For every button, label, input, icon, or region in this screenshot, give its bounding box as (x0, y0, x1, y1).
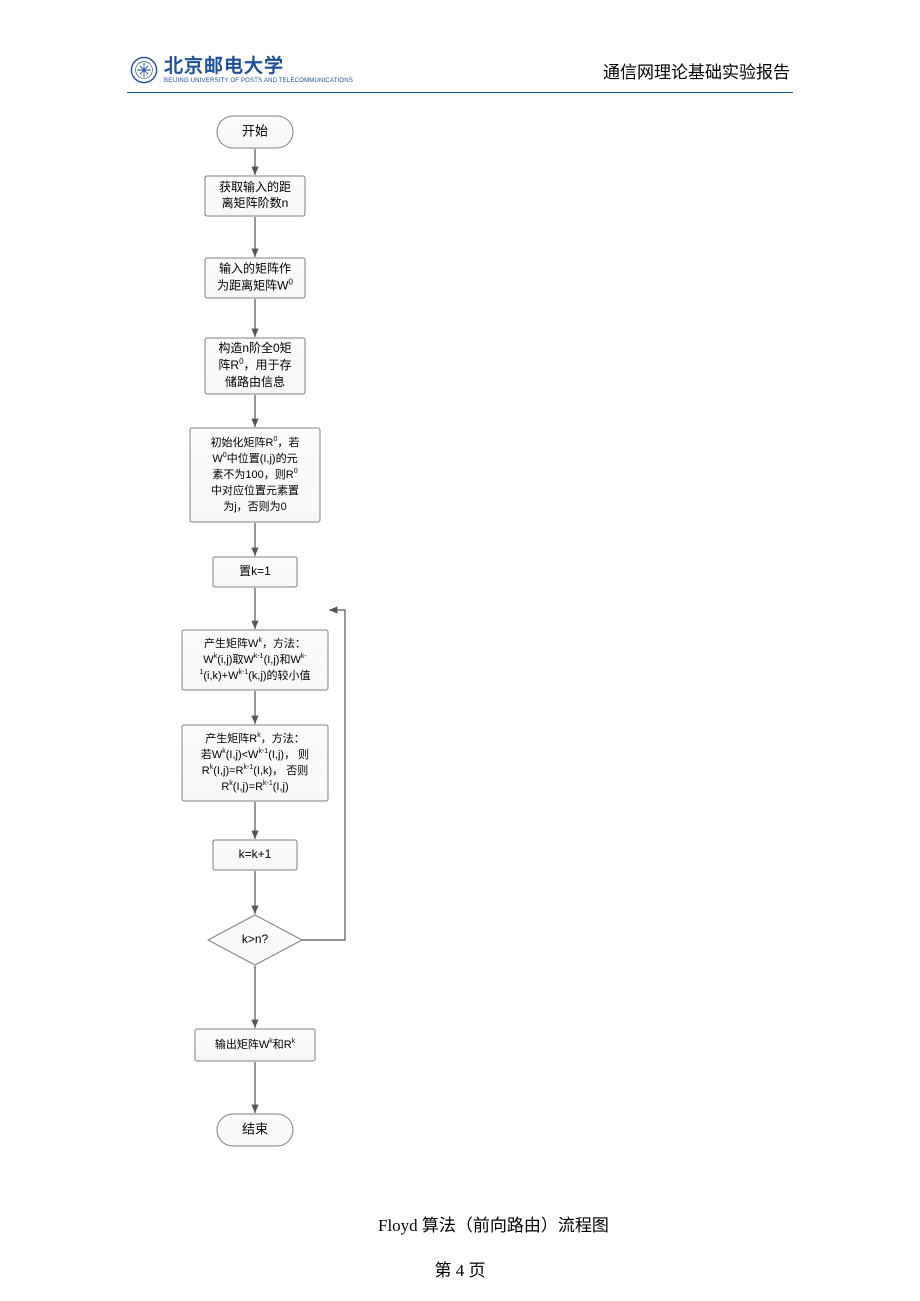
svg-text:初始化矩阵R0，若: 初始化矩阵R0，若 (211, 435, 300, 449)
node-kpp: k=k+1 (213, 840, 297, 870)
header-rule (127, 92, 793, 93)
page-number: 第 4 页 (0, 1256, 920, 1281)
svg-text:k>n?: k>n? (242, 932, 269, 946)
node-init_r0: 初始化矩阵R0，若W0中位置(I,j)的元素不为100，则R0中对应位置元素置为… (190, 428, 320, 522)
svg-text:置k=1: 置k=1 (239, 564, 271, 578)
svg-text:离矩阵阶数n: 离矩阵阶数n (222, 195, 289, 210)
node-wk: 产生矩阵Wk，方法：Wk(i,j)取Wk-1(I,j)和Wk-1(i,k)+Wk… (182, 630, 328, 690)
header: 北京邮电大学 BEIJING UNIVERSITY OF POSTS AND T… (130, 56, 790, 84)
flowchart: 开始获取输入的距离矩阵阶数n 输入的矩阵作为距离矩阵W0 构造n阶全0矩阵R0，用于… (0, 110, 920, 1230)
svg-text:输出矩阵Wk和Rk: 输出矩阵Wk和Rk (215, 1037, 296, 1051)
node-cond: k>n? (208, 915, 302, 965)
caption: Floyd 算法（前向路由）流程图 (378, 1211, 609, 1236)
svg-text:Rk(I,j)=Rk-1(I,k)， 否则: Rk(I,j)=Rk-1(I,k)， 否则 (202, 764, 308, 777)
svg-text:为j，否则为0: 为j，否则为0 (223, 500, 287, 513)
logo-cn: 北京邮电大学 (164, 57, 353, 76)
node-k1: 置k=1 (213, 557, 297, 587)
svg-text:若Wk(I,j)<Wk-1(I,j)， 则: 若Wk(I,j)<Wk-1(I,j)， 则 (201, 748, 309, 761)
svg-text:中对应位置元素置: 中对应位置元素置 (211, 483, 299, 497)
svg-text:获取输入的距: 获取输入的距 (219, 179, 291, 194)
svg-text:输入的矩阵作: 输入的矩阵作 (219, 261, 291, 276)
header-title: 通信网理论基础实验报告 (603, 58, 790, 83)
node-w0: 输入的矩阵作为距离矩阵W0 (205, 258, 305, 298)
svg-text:k=k+1: k=k+1 (239, 847, 272, 861)
node-output: 输出矩阵Wk和Rk (195, 1029, 315, 1061)
svg-text:结束: 结束 (242, 1121, 268, 1136)
svg-text:产生矩阵Wk，方法：: 产生矩阵Wk，方法： (204, 636, 306, 650)
svg-text:构造n阶全0矩: 构造n阶全0矩 (218, 340, 291, 355)
logo: 北京邮电大学 BEIJING UNIVERSITY OF POSTS AND T… (130, 56, 353, 84)
node-rk: 产生矩阵Rk，方法： 若Wk(I,j)<Wk-1(I,j)， 则 Rk(I,j)=R… (182, 725, 328, 801)
svg-text:储路由信息: 储路由信息 (225, 374, 285, 389)
svg-text:为距离矩阵W0: 为距离矩阵W0 (217, 277, 293, 293)
node-get_n: 获取输入的距离矩阵阶数n (205, 176, 305, 216)
node-end: 结束 (217, 1114, 293, 1146)
logo-en: BEIJING UNIVERSITY OF POSTS AND TELECOMM… (164, 78, 353, 84)
svg-text:开始: 开始 (242, 123, 268, 138)
svg-text:产生矩阵Rk，方法：: 产生矩阵Rk，方法： (205, 731, 304, 745)
node-r0: 构造n阶全0矩阵R0，用于存储路由信息 (205, 338, 305, 394)
svg-text:阵R0，用于存: 阵R0，用于存 (218, 357, 291, 373)
node-start: 开始 (217, 116, 293, 148)
svg-text:素不为100，则R0: 素不为100，则R0 (212, 468, 297, 481)
university-seal-icon (130, 56, 158, 84)
svg-text:1(i,k)+Wk-1(k,j)的较小值: 1(i,k)+Wk-1(k,j)的较小值 (199, 668, 310, 682)
